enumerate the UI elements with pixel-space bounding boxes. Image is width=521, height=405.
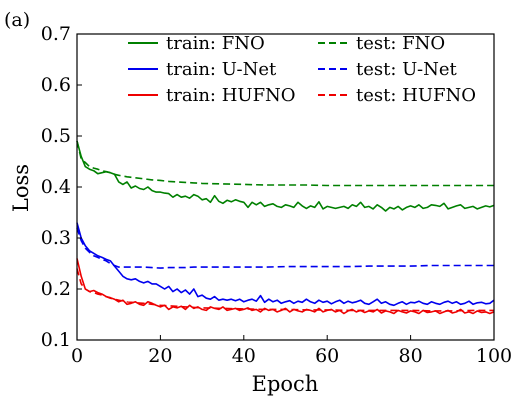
y-tick-label: 0.3 — [41, 227, 71, 249]
x-tick-label: 20 — [148, 345, 172, 367]
y-axis-title: Loss — [9, 164, 33, 212]
series-line-train-fno — [76, 140, 495, 212]
legend-label-test-fno: test: FNO — [356, 33, 445, 54]
x-tick-label: 0 — [71, 345, 83, 367]
legend-label-train-fno: train: FNO — [166, 33, 265, 54]
x-tick-label: 100 — [476, 345, 512, 367]
legend-label-train-u-net: train: U-Net — [166, 59, 277, 80]
y-tick-label: 0.2 — [41, 278, 71, 300]
y-tick-label: 0.7 — [41, 23, 71, 45]
x-tick-label: 80 — [399, 345, 423, 367]
y-tick-label: 0.6 — [41, 74, 71, 96]
legend-label-train-hufno: train: HUFNO — [166, 85, 296, 106]
y-tick-label: 0.5 — [41, 125, 71, 147]
y-tick-label: 0.4 — [41, 176, 71, 198]
x-tick-label: 60 — [315, 345, 339, 367]
legend-label-test-u-net: test: U-Net — [356, 59, 457, 80]
series-line-test-fno — [76, 140, 494, 187]
legend-label-test-hufno: test: HUFNO — [356, 85, 476, 106]
y-tick-label: 0.1 — [41, 329, 71, 351]
x-tick-label: 40 — [232, 345, 256, 367]
series-line-test-hufno — [76, 268, 494, 312]
plot-lines — [76, 140, 495, 315]
axis-ticks: 0 20 40 60 80 100 0.1 0.2 0.3 0.4 0.5 0.6 0.7 — [41, 23, 512, 367]
plot-frame — [76, 33, 495, 341]
x-axis-title: Epoch — [252, 372, 319, 396]
panel-label: (a) — [4, 9, 30, 31]
legend: train: FNO train: U-Net train: HUFNO test: … — [128, 33, 476, 106]
series-line-test-u-net — [76, 227, 494, 269]
series-line-train-u-net — [76, 222, 495, 307]
